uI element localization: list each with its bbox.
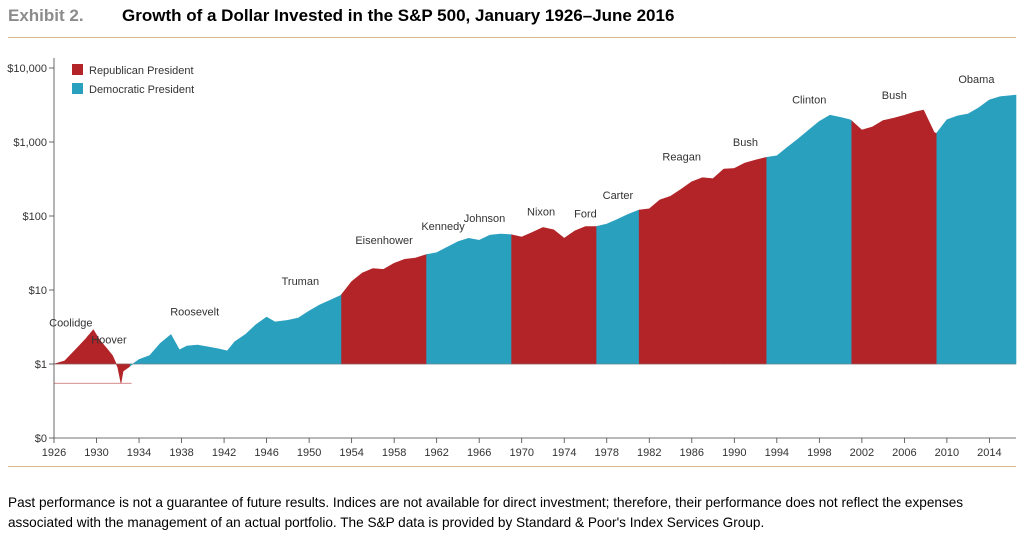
president-labels: Coolidge Hoover Roosevelt Truman Eisenhower K… xyxy=(49,74,995,346)
president-area-nixon-7 xyxy=(511,227,571,365)
x-tick-label: 1998 xyxy=(807,447,831,459)
chart-area: $10,000 $1,000 $100 $10 $1 $0 1926 1930 1934 1938… xyxy=(7,58,1017,459)
x-tick-label: 1974 xyxy=(552,447,576,459)
y-tick-label: $0 xyxy=(35,433,47,445)
president-label-truman-3: Truman xyxy=(282,276,320,288)
x-tick-label: 1978 xyxy=(595,447,619,459)
legend-swatch-republican xyxy=(72,64,83,75)
x-tick-label: 2010 xyxy=(935,447,959,459)
president-area-bush-13 xyxy=(851,109,938,365)
y-tick-label: $10 xyxy=(29,285,47,297)
president-label-johnson-6: Johnson xyxy=(464,213,506,225)
x-tick-label: 1982 xyxy=(637,447,661,459)
bottom-rule xyxy=(8,466,1016,467)
president-label-bush-13: Bush xyxy=(882,90,907,102)
president-label-coolidge-0: Coolidge xyxy=(49,318,92,330)
y-tick-label: $1 xyxy=(35,359,47,371)
x-tick-label: 2014 xyxy=(977,447,1001,459)
president-label-eisenhower-4: Eisenhower xyxy=(355,235,413,247)
chart-axes: $10,000 $1,000 $100 $10 $1 $0 1926 1930 1934 1938… xyxy=(7,58,1016,459)
president-area-obama-14 xyxy=(936,94,1017,365)
president-area-roosevelt-2 xyxy=(129,321,260,367)
president-area-ford-8 xyxy=(570,226,597,365)
x-tick-label: 1934 xyxy=(127,447,151,459)
x-tick-label: 1938 xyxy=(169,447,193,459)
president-area-carter-9 xyxy=(596,209,640,365)
x-tick-label: 1942 xyxy=(212,447,236,459)
president-area-bush-11 xyxy=(723,156,768,365)
legend-label-republican: Republican President xyxy=(89,65,194,77)
top-rule xyxy=(8,37,1016,38)
president-area-johnson-6 xyxy=(456,233,512,365)
y-tick-label: $100 xyxy=(23,211,47,223)
president-label-clinton-12: Clinton xyxy=(792,94,826,106)
president-label-roosevelt-2: Roosevelt xyxy=(170,307,219,319)
x-tick-label: 1926 xyxy=(42,447,66,459)
president-area-reagan-10 xyxy=(638,168,725,365)
x-tick-label: 1986 xyxy=(680,447,704,459)
x-tick-label: 1962 xyxy=(424,447,448,459)
president-label-obama-14: Obama xyxy=(958,74,995,86)
x-tick-label: 2006 xyxy=(892,447,916,459)
president-area-kennedy-5 xyxy=(426,241,458,365)
president-area-eisenhower-4 xyxy=(341,254,427,365)
y-tick-label: $10,000 xyxy=(7,63,47,75)
legend: Republican President Democratic President xyxy=(72,64,194,96)
president-area-coolidge-0 xyxy=(53,335,88,365)
x-tick-label: 1950 xyxy=(297,447,321,459)
president-label-reagan-10: Reagan xyxy=(662,151,701,163)
footnote: Past performance is not a guarantee of f… xyxy=(8,495,964,530)
legend-label-democratic: Democratic President xyxy=(89,84,194,96)
x-tick-label: 1970 xyxy=(509,447,533,459)
y-tick-label: $1,000 xyxy=(13,137,47,149)
x-tick-label: 1958 xyxy=(382,447,406,459)
x-tick-label: 2002 xyxy=(850,447,874,459)
president-area-clinton-12 xyxy=(766,114,853,365)
president-label-hoover-1: Hoover xyxy=(91,334,127,346)
chart-title: Growth of a Dollar Invested in the S&P 5… xyxy=(122,6,675,25)
plot-area xyxy=(53,94,1017,384)
president-area-truman-3 xyxy=(258,293,342,365)
x-tick-label: 1946 xyxy=(254,447,278,459)
president-label-kennedy-5: Kennedy xyxy=(421,221,465,233)
x-tick-label: 1954 xyxy=(339,447,363,459)
x-tick-label: 1994 xyxy=(765,447,789,459)
x-tick-label: 1990 xyxy=(722,447,746,459)
president-label-carter-9: Carter xyxy=(603,190,634,202)
president-label-nixon-7: Nixon xyxy=(527,207,555,219)
x-tick-label: 1966 xyxy=(467,447,491,459)
x-tick-label: 1930 xyxy=(84,447,108,459)
president-label-ford-8: Ford xyxy=(574,209,597,221)
legend-swatch-democratic xyxy=(72,83,83,94)
president-label-bush-11: Bush xyxy=(733,137,758,149)
exhibit-label: Exhibit 2. xyxy=(8,6,84,25)
chart-header: Exhibit 2. Growth of a Dollar Invested i… xyxy=(0,0,1024,38)
